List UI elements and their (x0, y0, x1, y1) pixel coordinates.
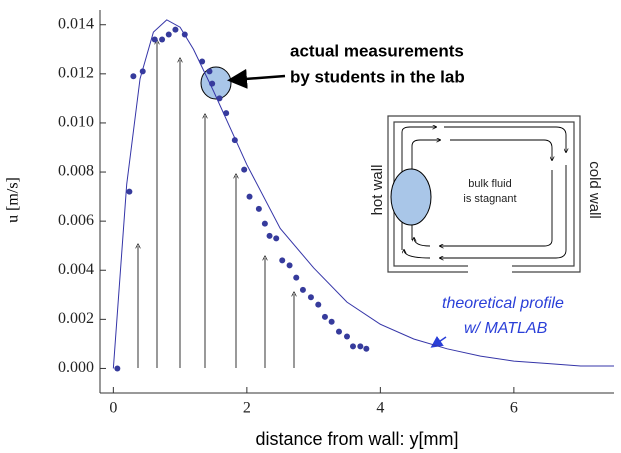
y-tick-label: 0.012 (58, 65, 94, 82)
data-point (363, 345, 370, 352)
y-tick-label: 0.002 (58, 310, 94, 327)
annotation: actual measurements (290, 41, 464, 60)
data-point (286, 262, 293, 269)
data-point (266, 232, 273, 239)
callout-arrow (227, 68, 286, 89)
data-point (114, 365, 121, 372)
data-point (307, 294, 314, 301)
y-tick-label: 0.006 (58, 212, 94, 229)
data-point (255, 205, 262, 212)
data-point (349, 343, 356, 350)
y-axis-label: u [m/s] (5, 177, 22, 223)
annotation: theoretical profile (442, 295, 564, 312)
data-point (321, 313, 328, 320)
data-point (151, 36, 158, 43)
data-point (293, 274, 300, 281)
inset-label: is stagnant (463, 193, 516, 205)
y-tick-label: 0.008 (58, 163, 94, 180)
annotation: w/ MATLAB (464, 320, 548, 337)
highlight-circle (200, 66, 232, 100)
x-tick-label: 0 (109, 400, 117, 417)
data-point (199, 58, 206, 65)
y-tick-label: 0.010 (58, 114, 94, 131)
data-point (335, 328, 342, 335)
data-point (241, 166, 248, 173)
data-point (357, 343, 364, 350)
data-point (126, 188, 133, 195)
data-point (261, 220, 268, 227)
inset-label: bulk fluid (468, 178, 511, 190)
x-tick-label: 6 (510, 400, 518, 417)
data-point (165, 31, 172, 38)
data-point (315, 301, 322, 308)
inset-label: cold wall (586, 161, 603, 219)
callout-arrow (430, 335, 447, 348)
data-point (206, 68, 213, 75)
data-point (159, 36, 166, 43)
data-point (299, 286, 306, 293)
data-point (130, 73, 137, 80)
data-point (273, 235, 280, 242)
theory-line (112, 19, 614, 369)
inset-label: hot wall (369, 165, 386, 216)
y-tick-label: 0.004 (58, 261, 94, 278)
y-tick-label: 0.000 (58, 359, 94, 376)
inset-diagram: hot wall cold wall bulk fluid is stagnan… (366, 108, 603, 276)
velocity-arrows (138, 42, 294, 368)
y-tick-label: 0.014 (58, 15, 94, 32)
data-point (279, 257, 286, 264)
x-axis-label: distance from wall: y[mm] (255, 429, 458, 449)
data-point (343, 333, 350, 340)
x-tick-label: 2 (243, 400, 251, 417)
x-tick-label: 4 (376, 400, 384, 417)
data-point (246, 193, 253, 200)
data-point (172, 26, 179, 33)
data-point (328, 318, 335, 325)
annotation: by students in the lab (290, 67, 465, 86)
